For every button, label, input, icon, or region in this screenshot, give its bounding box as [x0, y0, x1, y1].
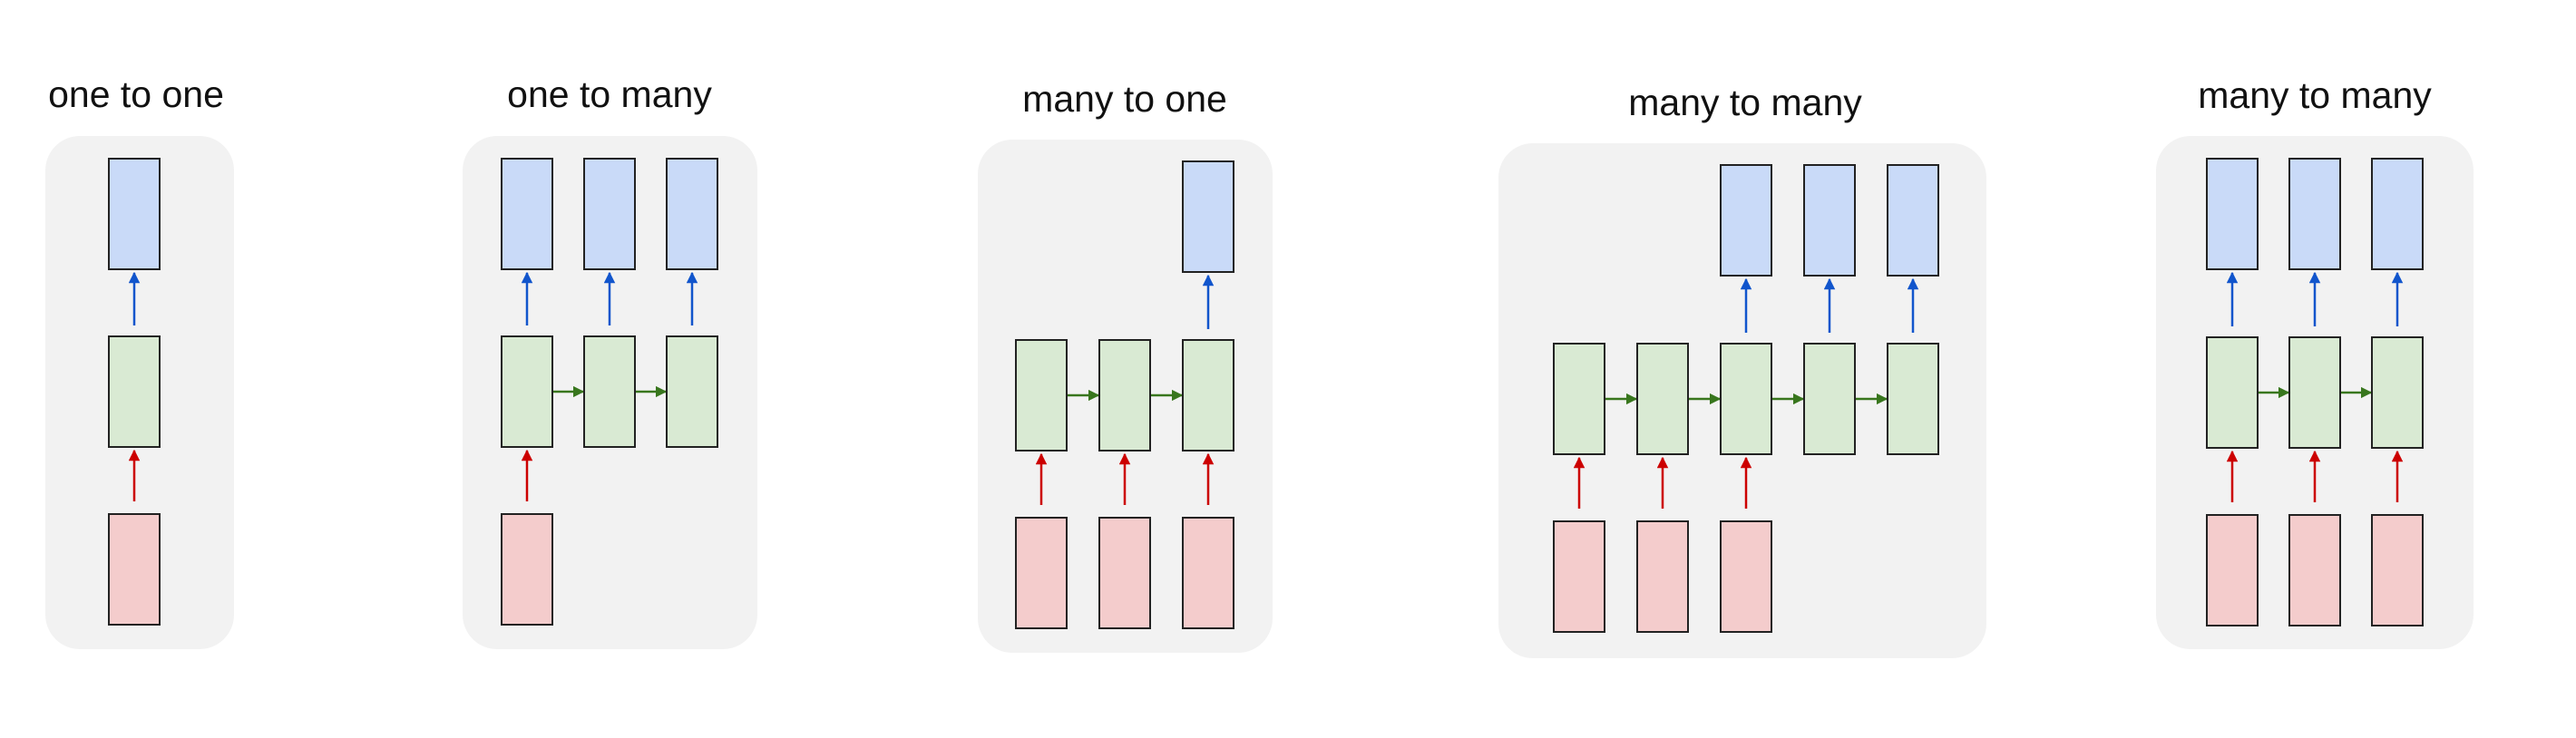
output-box [583, 158, 636, 270]
input-box [1553, 520, 1605, 633]
output-box [2288, 158, 2341, 270]
input-box [1636, 520, 1689, 633]
diagram-title-many-to-many-delayed: many to many [1628, 82, 1862, 123]
input-box [1720, 520, 1772, 633]
hidden-box [2206, 336, 2259, 449]
hidden-box [501, 335, 553, 448]
output-box [2371, 158, 2424, 270]
input-box [1182, 517, 1234, 629]
diagram-title-one-to-one: one to one [48, 73, 224, 115]
input-box [1098, 517, 1151, 629]
hidden-box [2371, 336, 2424, 449]
hidden-box [1720, 343, 1772, 455]
hidden-box [583, 335, 636, 448]
input-box [2371, 514, 2424, 626]
diagram-title-one-to-many: one to many [507, 73, 712, 115]
output-box [1803, 164, 1856, 277]
hidden-box [1803, 343, 1856, 455]
input-box [501, 513, 553, 626]
hidden-box [1553, 343, 1605, 455]
output-box [666, 158, 718, 270]
output-box [2206, 158, 2259, 270]
hidden-box [1015, 339, 1068, 452]
output-box [501, 158, 553, 270]
hidden-box [108, 335, 161, 448]
hidden-box [2288, 336, 2341, 449]
output-box [1887, 164, 1939, 277]
output-box [108, 158, 161, 270]
hidden-box [1098, 339, 1151, 452]
output-box [1720, 164, 1772, 277]
hidden-box [1636, 343, 1689, 455]
input-box [108, 513, 161, 626]
input-box [2288, 514, 2341, 626]
input-box [1015, 517, 1068, 629]
diagram-title-many-to-many-synced: many to many [2198, 74, 2432, 116]
hidden-box [666, 335, 718, 448]
input-box [2206, 514, 2259, 626]
output-box [1182, 160, 1234, 273]
diagram-title-many-to-one: many to one [1022, 78, 1227, 120]
hidden-box [1887, 343, 1939, 455]
hidden-box [1182, 339, 1234, 452]
